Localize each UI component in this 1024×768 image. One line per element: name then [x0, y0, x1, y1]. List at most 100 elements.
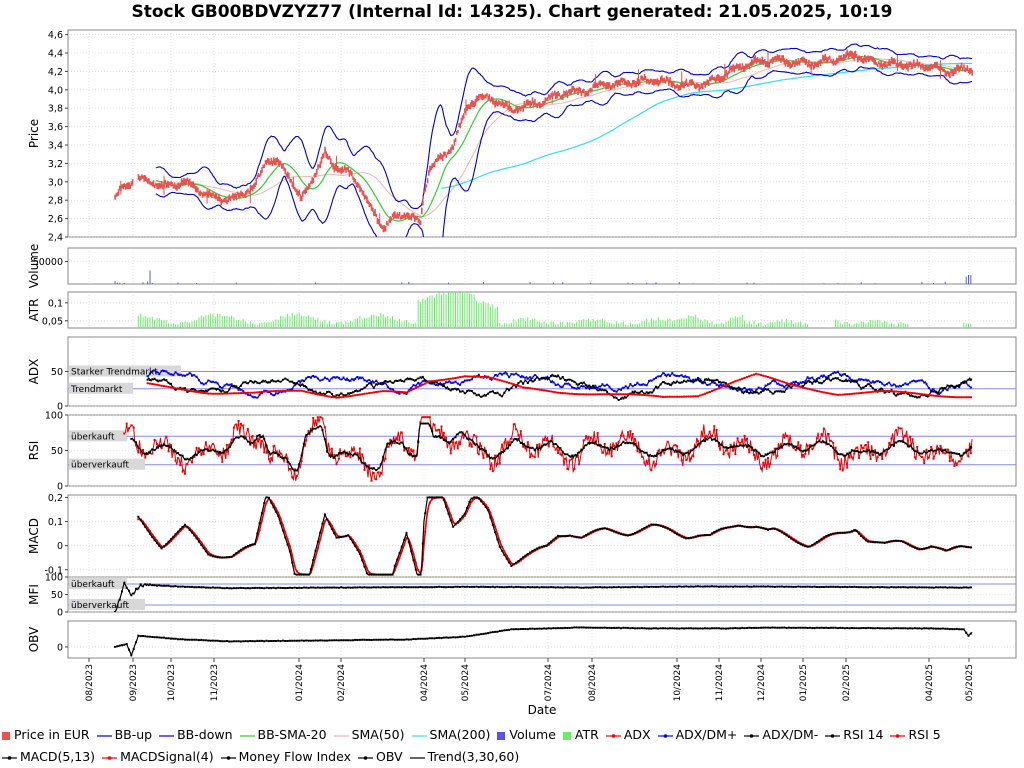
macd-plot-area [137, 496, 973, 576]
legend-swatch-icon [2, 755, 17, 760]
legend-label: Price in EUR [14, 727, 90, 742]
rsi-reference-label-bg [69, 430, 127, 442]
volume-ytick-label: 50000 [33, 257, 63, 268]
mfi-reference-label: überverkauft [71, 601, 130, 611]
volume-axis-label: Volume [27, 244, 41, 289]
price-ytick-label: 2,4 [48, 233, 63, 244]
x-tick-label: 05/2024 [461, 664, 471, 702]
mfi-ytick-label: 0 [57, 608, 63, 619]
price-ytick-label: 4,6 [48, 30, 63, 41]
legend-swatch-icon [890, 733, 906, 738]
legend-swatch-icon [357, 755, 373, 760]
rsi-reference-label: überverkauft [71, 461, 130, 471]
adx-reference-label-bg [69, 365, 181, 377]
atr-ytick-label: 0,1 [48, 298, 63, 309]
x-tick-label: 08/2024 [588, 664, 598, 702]
adx-ytick-label: 50 [51, 367, 63, 378]
legend-swatch-icon [96, 734, 112, 737]
legend-swatch-icon [497, 731, 506, 740]
x-tick-label: 01/2025 [799, 664, 809, 701]
rsi14-line-markers [130, 422, 972, 472]
legend-item: MACD(5,13) [2, 746, 95, 768]
macd-ytick-label: 0 [57, 541, 63, 552]
price-ytick-label: 3,6 [48, 122, 63, 133]
legend-item: BB-up [96, 724, 153, 746]
x-tick-label: 11/2023 [210, 664, 220, 701]
legend-item: RSI 5 [890, 724, 941, 746]
legend-label: MACD(5,13) [20, 749, 96, 764]
x-tick-label: 04/2024 [420, 664, 430, 702]
legend-swatch-icon [605, 733, 621, 738]
price-ytick-label: 3,8 [48, 104, 63, 115]
rsi-reference-label-bg [69, 458, 145, 470]
price-ytick-label: 3,2 [48, 159, 63, 170]
rsi-reference-label: überkauft [71, 432, 115, 442]
panels-layer: 2,4 2,6 2,8 3,0 3,2 3,4 3,6 3,8 4,0 4,2 4,4 4,6 Pric… [27, 29, 1017, 702]
legend-label: MACDSignal(4) [120, 749, 214, 764]
price-ytick-label: 4,0 [48, 85, 63, 96]
x-tick-label: 07/2024 [544, 664, 554, 702]
legend-label: BB-down [177, 727, 233, 742]
x-tick-label: 04/2025 [925, 664, 935, 701]
atr-ytick-label: 0,05 [42, 316, 63, 327]
legend-item: BB-down [159, 724, 233, 746]
legend-label: RSI 14 [843, 727, 884, 742]
rsi-ytick-label: 100 [45, 411, 63, 422]
mfi-ytick-label: 50 [51, 590, 63, 601]
legend-item: ADX/DM- [744, 724, 818, 746]
legend-swatch-icon [825, 733, 841, 738]
legend-item: Volume [497, 724, 556, 746]
legend-item: ADX [605, 724, 651, 746]
legend-label: Money Flow Index [238, 749, 351, 764]
legend-label: BB-up [114, 727, 153, 742]
rsi-plot-area [123, 416, 973, 482]
mfi-ytick-label: 100 [45, 573, 63, 584]
obv-axis-label: OBV [27, 626, 41, 652]
x-axis-label: Date [528, 703, 557, 717]
legend-swatch-icon [159, 734, 175, 737]
legend-label: SMA(50) [351, 727, 405, 742]
rsi-axis-label: RSI [27, 441, 41, 461]
legend-item: MACDSignal(4) [102, 746, 214, 768]
legend-item: SMA(200) [411, 724, 490, 746]
macd-ytick-label: 0,2 [48, 493, 63, 504]
mfi-plot-area [114, 581, 973, 612]
adx-ytick-label: 0 [57, 402, 63, 413]
legend-label: Trend(3,30,60) [427, 749, 520, 764]
obv-ytick-label: 0 [57, 642, 63, 653]
chart-title: Stock GB00BDVZYZ77 (Internal Id: 14325).… [132, 2, 893, 22]
obv-panel [67, 620, 1017, 659]
atr-plot-area [137, 292, 972, 328]
legend-label: OBV [375, 749, 403, 764]
legend-label: RSI 5 [908, 727, 941, 742]
macd-line-markers [137, 496, 972, 576]
price-ytick-label: 3,0 [48, 177, 63, 188]
legend-item: ATR [562, 724, 599, 746]
macd-axis-label: MACD [27, 518, 41, 554]
x-tick-label: 08/2023 [85, 664, 95, 701]
legend-item: OBV [357, 746, 403, 768]
macd-ytick-label: -0,1 [44, 565, 63, 576]
adx-reference-label-bg [69, 382, 133, 394]
mfi-reference-label-bg [69, 599, 145, 610]
x-tick-label: 05/2025 [965, 664, 975, 701]
volume-plot-area [114, 270, 972, 284]
legend-swatch-icon [102, 755, 118, 760]
x-tick-label: 10/2024 [673, 664, 683, 702]
legend-label: BB-SMA-20 [257, 727, 327, 742]
macd-ytick-label: 0,1 [48, 517, 63, 528]
legend-label: ATR [574, 727, 599, 742]
adx-reference-label: Trendmarkt [70, 385, 123, 395]
adx-plot-area [146, 369, 973, 401]
price-ytick-label: 4,4 [48, 49, 63, 60]
x-tick-label: 02/2025 [842, 664, 852, 701]
price-ytick-label: 2,6 [48, 214, 63, 225]
atr-axis-label: ATR [27, 299, 41, 322]
legend-swatch-icon [411, 734, 427, 737]
legend-item: Money Flow Index [220, 746, 351, 768]
obv-plot-area [114, 626, 973, 658]
adx-axis-label: ADX [27, 359, 41, 385]
legend-item: SMA(50) [333, 724, 405, 746]
bb-down-line [155, 65, 973, 237]
price-axis-label: Price [27, 119, 41, 148]
